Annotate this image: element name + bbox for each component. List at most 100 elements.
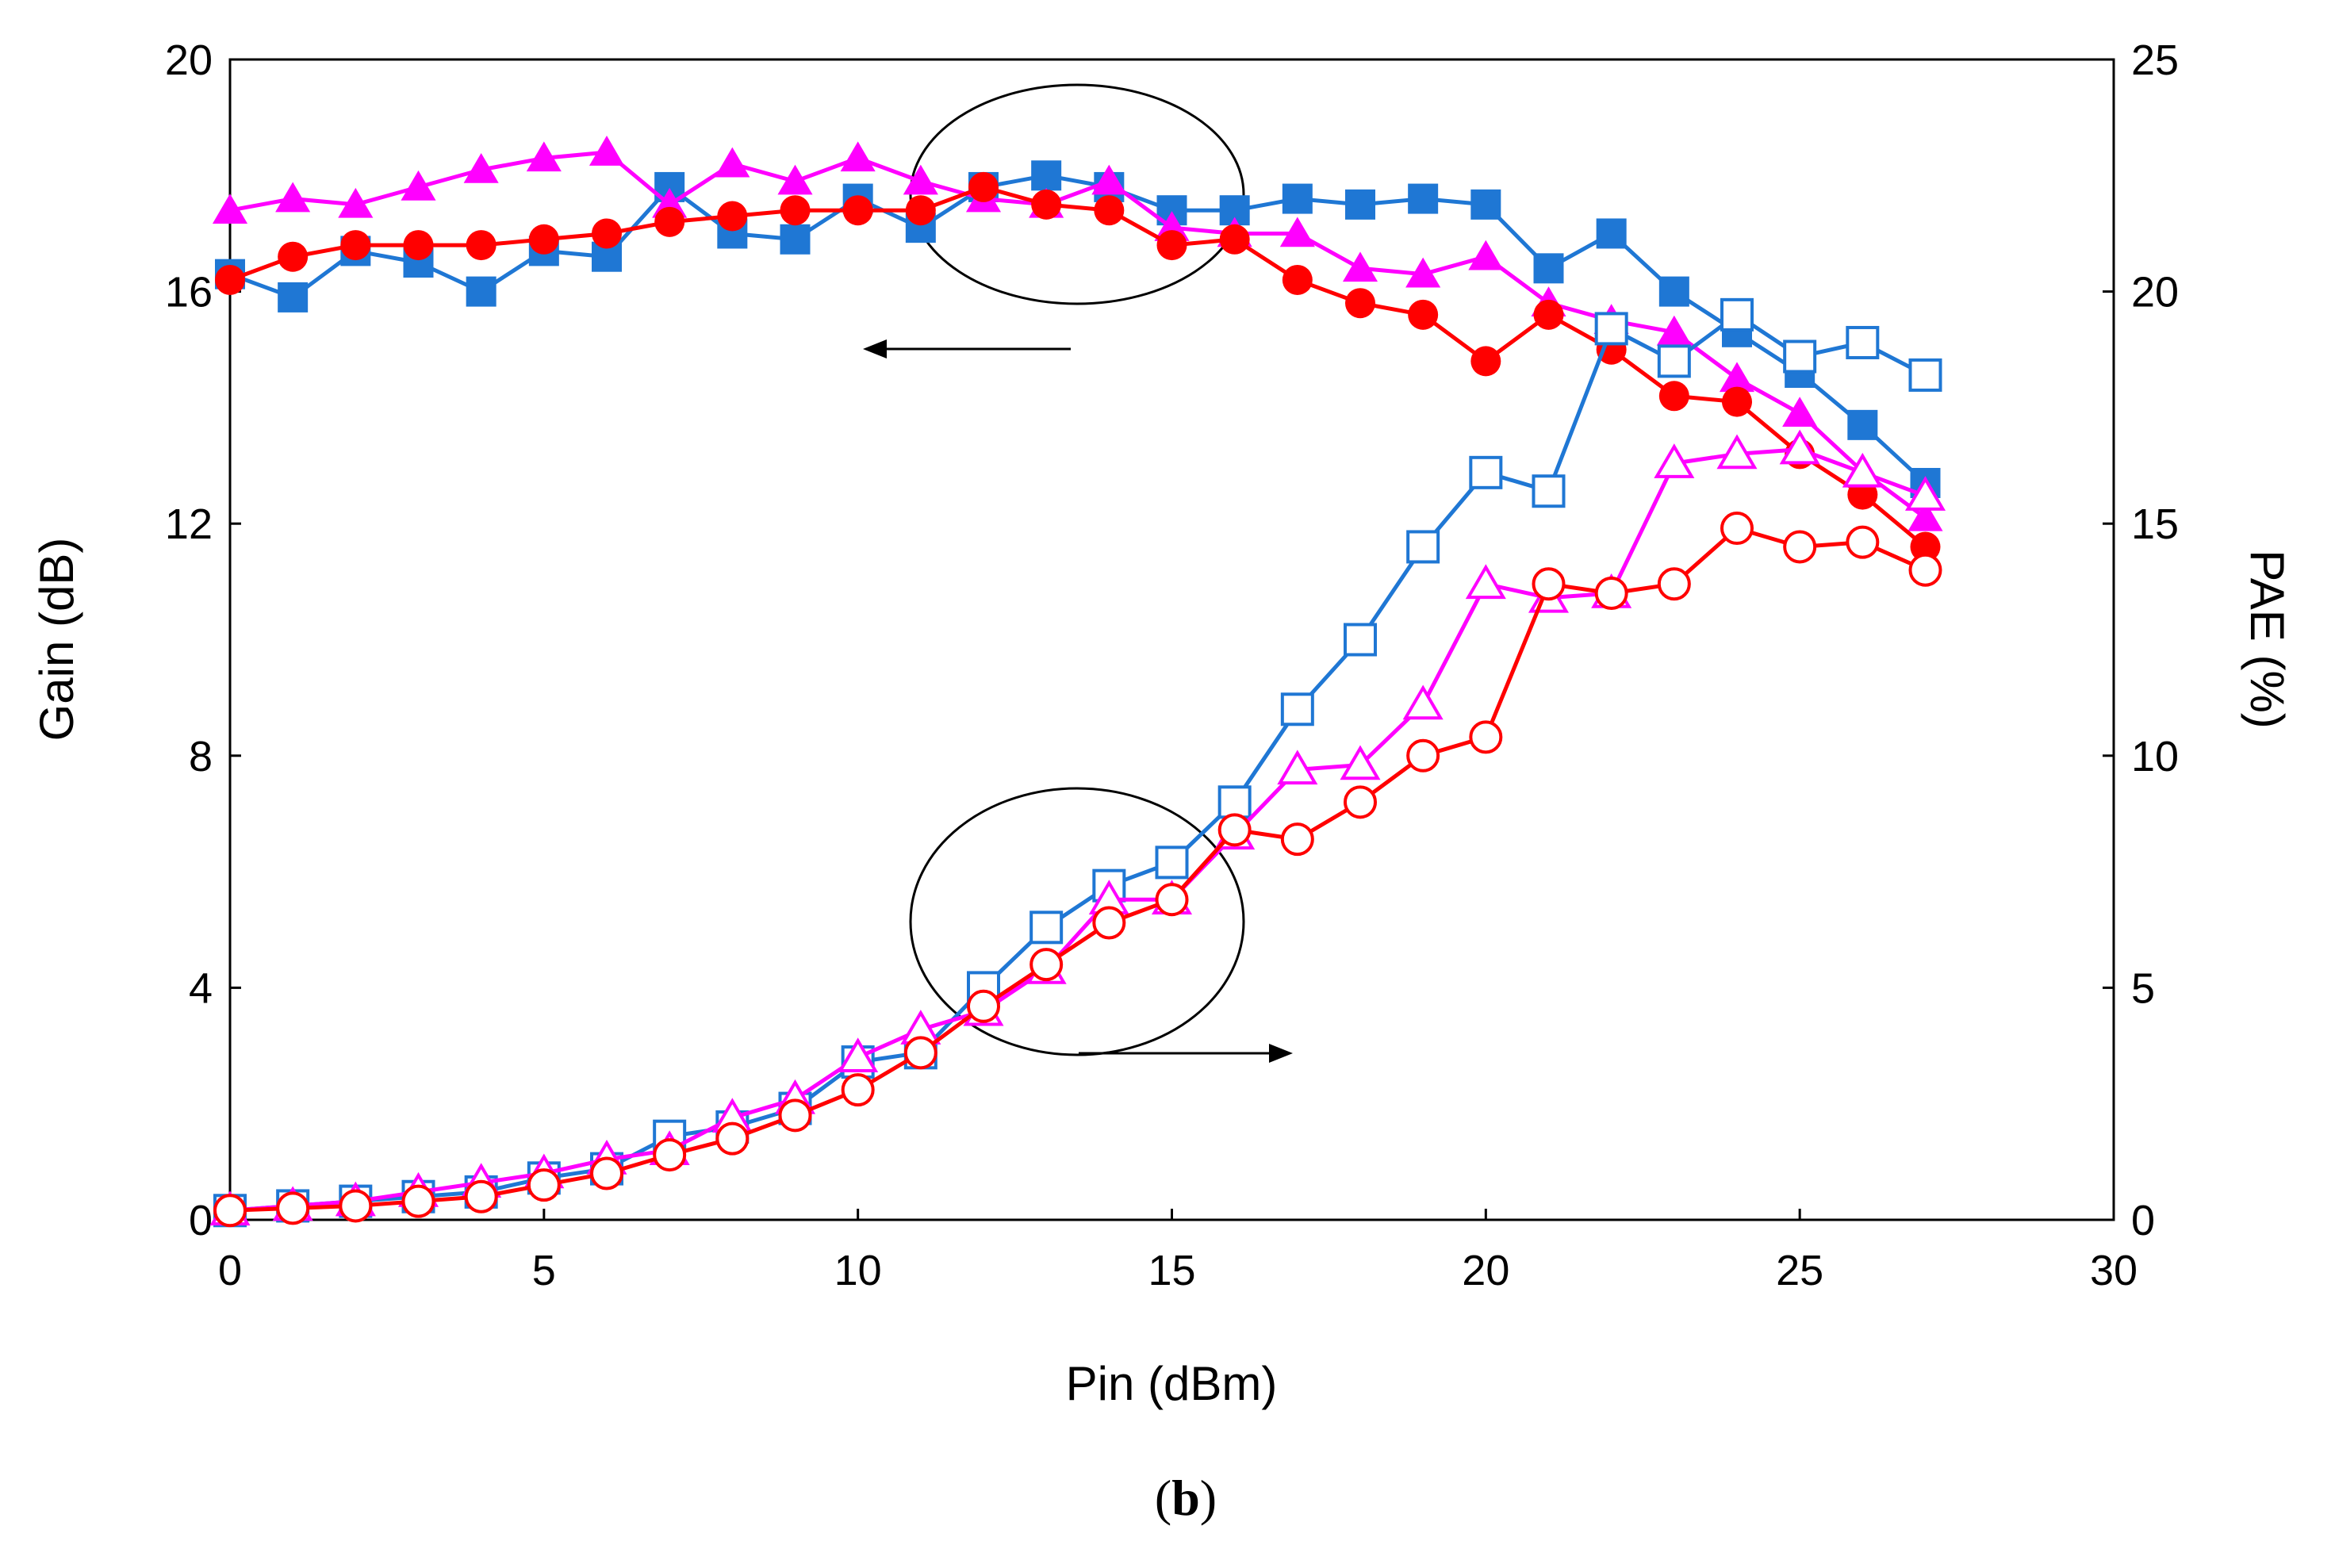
- triangle-marker: [1277, 749, 1318, 785]
- square-marker: [1406, 530, 1440, 564]
- circle-marker: [340, 230, 371, 261]
- x-tick-label: 10: [834, 1247, 882, 1294]
- circle-marker: [1031, 189, 1062, 220]
- circle-marker: [905, 195, 936, 226]
- circle-marker: [1533, 299, 1564, 330]
- square-marker: [1469, 455, 1503, 489]
- circle-marker: [1219, 224, 1250, 255]
- circle-marker: [213, 1194, 247, 1228]
- right-tick-label: 5: [2131, 964, 2155, 1012]
- square-marker: [1408, 183, 1439, 214]
- y2-axis-title: PAE (%): [2241, 550, 2294, 729]
- triangle-marker: [1907, 500, 1943, 531]
- triangle-marker: [589, 136, 625, 166]
- triangle-marker: [903, 164, 938, 195]
- caption-open-paren: (: [1155, 1470, 1171, 1526]
- circle-marker: [1156, 230, 1187, 261]
- triangle-marker: [1782, 397, 1818, 427]
- circle-marker: [1532, 567, 1566, 601]
- y-axis-title: Gain (dB): [30, 538, 83, 742]
- series-layer: [209, 136, 1946, 1228]
- square-marker: [1846, 325, 1880, 359]
- triangle-marker: [463, 152, 499, 183]
- square-marker: [1783, 339, 1817, 374]
- square-marker: [1908, 358, 1942, 392]
- square-marker: [466, 276, 497, 307]
- triangle-marker: [1340, 745, 1381, 780]
- circle-marker: [968, 171, 999, 202]
- triangle-marker: [212, 194, 248, 224]
- triangle-marker: [1842, 452, 1883, 488]
- circle-marker: [276, 1191, 310, 1225]
- square-marker: [1280, 692, 1314, 726]
- circle-marker: [1469, 720, 1503, 754]
- circle-marker: [339, 1189, 373, 1223]
- square-marker: [1031, 160, 1062, 191]
- x-tick-label: 25: [1776, 1247, 1823, 1294]
- circle-marker: [1722, 386, 1752, 417]
- series-3: [213, 297, 1942, 1228]
- triangle-marker: [840, 141, 876, 172]
- triangle-marker: [1656, 315, 1692, 346]
- circle-marker: [1217, 813, 1252, 847]
- circle-marker: [1470, 346, 1501, 377]
- square-marker: [1658, 276, 1689, 307]
- x-tick-label: 15: [1148, 1247, 1195, 1294]
- square-marker: [1282, 183, 1313, 214]
- left-tick-label: 4: [189, 964, 213, 1012]
- left-tick-label: 20: [165, 36, 213, 84]
- circle-marker: [1344, 785, 1377, 819]
- x-tick-label: 5: [532, 1247, 556, 1294]
- x-tick-label: 0: [218, 1247, 242, 1294]
- square-marker: [1847, 409, 1878, 440]
- triangle-marker: [1091, 164, 1127, 195]
- left-axis-ticks: 0 4 8 12 16 20: [165, 36, 241, 1244]
- square-marker: [1532, 474, 1566, 508]
- circle-marker: [1029, 948, 1064, 982]
- circle-marker: [590, 1156, 623, 1190]
- circle-marker: [1594, 576, 1628, 610]
- circle-marker: [403, 230, 434, 261]
- x-axis-ticks: 0 5 10 15 20 25 30: [218, 1209, 2138, 1294]
- circle-marker: [1406, 738, 1440, 772]
- triangle-marker: [1279, 217, 1315, 247]
- circle-marker: [527, 1168, 561, 1202]
- x-tick-label: 20: [1462, 1247, 1509, 1294]
- pae-group-ellipse: [909, 787, 1245, 1056]
- square-marker: [1594, 312, 1628, 346]
- circle-marker: [1908, 553, 1942, 587]
- right-tick-label: 25: [2131, 36, 2179, 84]
- square-marker: [1345, 189, 1375, 220]
- right-axis-ticks: 0 5 10 15 20 25: [2103, 36, 2179, 1244]
- circle-marker: [1094, 195, 1125, 226]
- circle-marker: [592, 218, 622, 249]
- circle-marker: [653, 1138, 687, 1172]
- triangle-marker: [401, 170, 436, 201]
- circle-marker: [1092, 906, 1126, 940]
- right-tick-label: 20: [2131, 269, 2179, 316]
- triangle-marker: [1465, 564, 1506, 600]
- circle-marker: [278, 241, 309, 272]
- right-tick-label: 0: [2131, 1197, 2155, 1244]
- square-marker: [1720, 297, 1754, 332]
- triangle-marker: [338, 187, 374, 218]
- triangle-marker: [1716, 434, 1758, 470]
- series-4: [209, 429, 1946, 1226]
- circle-marker: [1783, 530, 1817, 564]
- circle-marker: [1657, 567, 1691, 601]
- square-marker: [1470, 189, 1501, 220]
- square-marker: [1029, 911, 1064, 945]
- circle-marker: [1345, 288, 1375, 319]
- right-tick-label: 10: [2131, 733, 2179, 780]
- circle-marker: [780, 195, 811, 226]
- series-line: [229, 185, 1927, 549]
- circle-marker: [967, 989, 1000, 1023]
- circle-marker: [903, 1036, 937, 1070]
- left-tick-label: 8: [189, 733, 213, 780]
- caption-letter: b: [1171, 1470, 1200, 1526]
- circle-marker: [717, 201, 748, 232]
- series-0: [215, 160, 1941, 498]
- circle-marker: [1658, 381, 1689, 412]
- series-line: [229, 447, 1927, 1213]
- circle-marker: [1280, 822, 1314, 857]
